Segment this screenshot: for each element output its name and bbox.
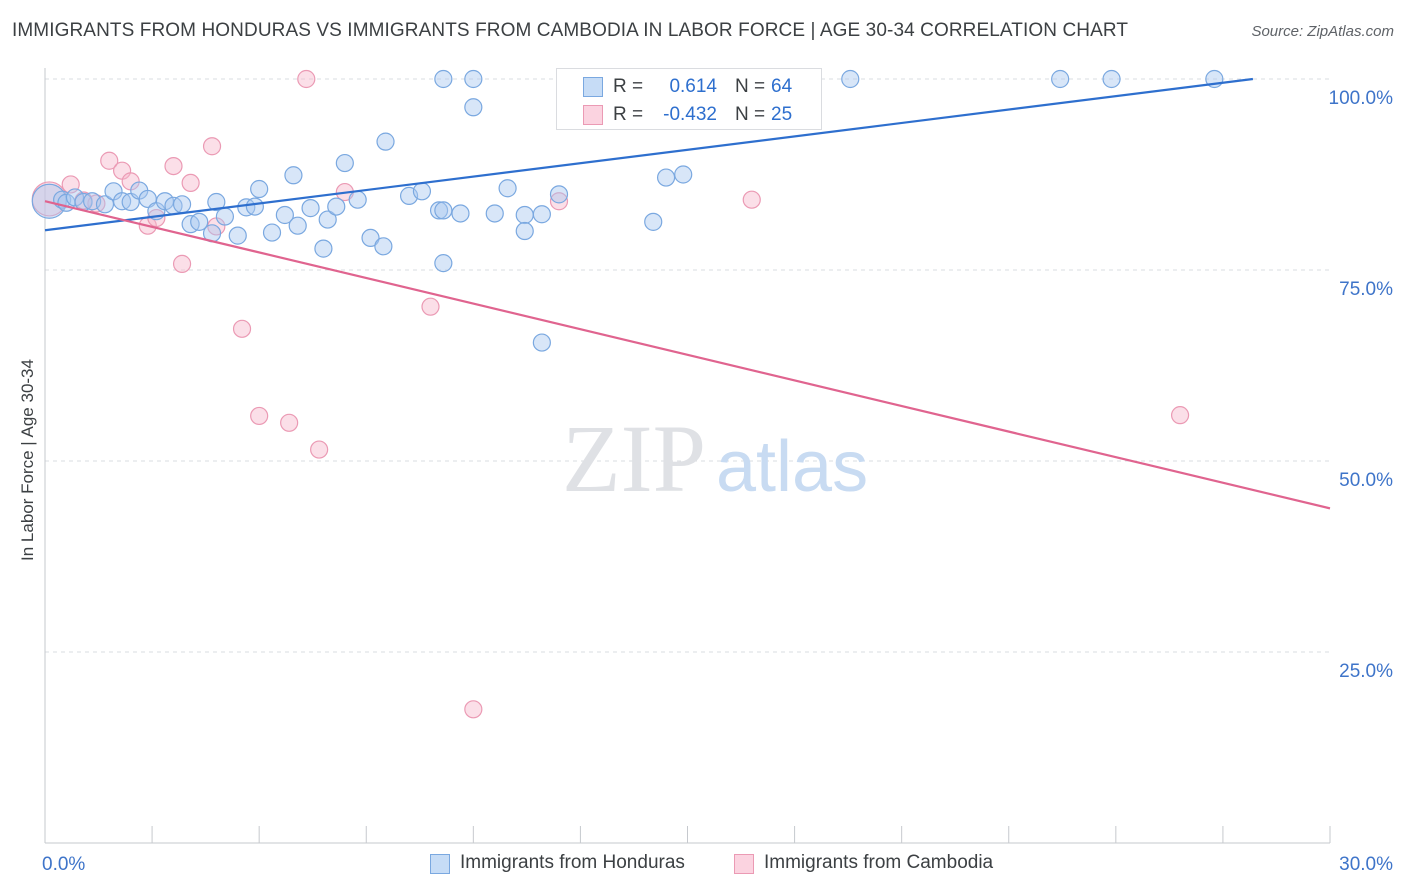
legend-swatch-cambodia xyxy=(583,105,603,125)
trend-layer xyxy=(44,77,1331,510)
data-point-honduras xyxy=(207,192,226,212)
data-point-cambodia xyxy=(742,190,761,209)
x-tick-label: 0.0% xyxy=(42,854,85,875)
data-point-honduras xyxy=(275,205,294,225)
data-point-honduras xyxy=(228,226,247,245)
legend-n-value-cambodia: 25 xyxy=(771,104,793,125)
data-point-honduras xyxy=(464,98,483,117)
data-point-honduras xyxy=(515,205,534,225)
data-point-honduras xyxy=(464,69,483,89)
data-point-honduras xyxy=(841,69,860,89)
data-point-honduras xyxy=(412,182,432,201)
legend-r-label: R = xyxy=(613,104,644,125)
data-point-honduras xyxy=(376,132,395,151)
trend-line-honduras xyxy=(44,77,1254,232)
data-point-cambodia xyxy=(1170,406,1190,425)
data-point-cambodia xyxy=(280,413,299,432)
data-point-honduras xyxy=(245,197,264,216)
data-point-cambodia xyxy=(421,297,440,316)
series-swatch-honduras xyxy=(430,854,450,874)
data-point-cambodia xyxy=(164,156,183,176)
y-tick-label: 25.0% xyxy=(1339,661,1393,682)
data-point-honduras xyxy=(301,199,320,218)
stats-legend: R = 0.614 N = 64 R = -0.432 N = 25 xyxy=(556,68,822,130)
legend-r-label: R = xyxy=(613,76,644,97)
points-layer xyxy=(31,69,1224,719)
data-point-honduras xyxy=(674,165,693,184)
data-point-honduras xyxy=(172,195,192,214)
data-point-cambodia xyxy=(549,192,569,211)
x-tick-label: 30.0% xyxy=(1339,854,1393,875)
axis-layer xyxy=(44,68,1331,844)
data-point-honduras xyxy=(288,216,307,235)
data-point-honduras xyxy=(434,254,453,273)
data-point-honduras xyxy=(532,333,551,352)
data-point-honduras xyxy=(284,166,303,185)
data-point-honduras xyxy=(327,197,346,216)
data-point-honduras xyxy=(335,153,354,173)
data-point-honduras xyxy=(250,179,269,199)
data-point-cambodia xyxy=(297,69,316,89)
data-point-honduras xyxy=(498,179,517,198)
data-point-cambodia xyxy=(250,406,269,426)
data-point-honduras xyxy=(644,212,663,231)
data-point-honduras xyxy=(361,228,380,248)
data-point-cambodia xyxy=(172,254,192,273)
legend-r-value-cambodia: -0.432 xyxy=(663,104,717,125)
data-point-honduras xyxy=(429,201,449,220)
data-point-honduras xyxy=(155,192,175,211)
y-tick-label: 100.0% xyxy=(1329,88,1394,109)
data-point-honduras xyxy=(434,201,453,220)
legend-n-label: N = xyxy=(735,76,766,97)
tick-label-layer: 25.0% 50.0% 75.0% 100.0% 0.0% 30.0% xyxy=(42,88,1393,875)
trend-line-cambodia xyxy=(44,200,1331,510)
watermark: ZIP atlas xyxy=(562,405,868,512)
data-point-honduras xyxy=(314,239,333,258)
data-point-honduras xyxy=(434,69,453,89)
data-point-honduras xyxy=(485,204,504,223)
series-swatch-cambodia xyxy=(734,854,754,874)
data-point-cambodia xyxy=(100,151,119,170)
data-point-honduras xyxy=(515,221,534,241)
data-point-honduras xyxy=(1102,69,1121,89)
watermark-atlas: atlas xyxy=(716,427,868,507)
data-point-cambodia xyxy=(310,440,329,459)
data-point-honduras xyxy=(215,207,234,226)
data-point-honduras xyxy=(1051,69,1070,89)
legend-swatch-honduras xyxy=(583,77,603,97)
legend-n-value-honduras: 64 xyxy=(771,76,793,97)
legend-r-value-honduras: 0.614 xyxy=(669,76,717,97)
series-label-cambodia: Immigrants from Cambodia xyxy=(764,852,994,873)
chart-title: IMMIGRANTS FROM HONDURAS VS IMMIGRANTS F… xyxy=(12,20,1129,41)
data-point-cambodia xyxy=(202,137,222,156)
stats-legend-row-honduras: R = 0.614 N = 64 xyxy=(557,73,823,101)
data-point-honduras xyxy=(656,168,676,187)
chart-source: Source: ZipAtlas.com xyxy=(1251,23,1394,40)
data-point-honduras xyxy=(318,210,337,229)
data-point-honduras xyxy=(65,188,85,207)
data-point-cambodia xyxy=(181,173,200,193)
series-label-honduras: Immigrants from Honduras xyxy=(460,852,685,873)
data-point-cambodia xyxy=(232,319,252,338)
data-point-honduras xyxy=(374,237,393,256)
y-tick-label: 50.0% xyxy=(1339,470,1393,491)
stats-legend-row-cambodia: R = -0.432 N = 25 xyxy=(557,101,823,129)
data-point-honduras xyxy=(451,204,470,223)
data-point-honduras xyxy=(95,195,115,214)
data-point-honduras xyxy=(348,190,367,209)
grid-layer xyxy=(45,78,1330,653)
data-point-honduras xyxy=(190,212,209,231)
data-point-cambodia xyxy=(464,700,483,719)
watermark-zip: ZIP xyxy=(562,405,706,512)
data-point-honduras xyxy=(549,185,569,204)
data-point-honduras xyxy=(532,205,551,224)
data-point-honduras xyxy=(262,223,282,242)
legend-n-label: N = xyxy=(735,104,766,125)
y-tick-label: 75.0% xyxy=(1339,279,1393,300)
